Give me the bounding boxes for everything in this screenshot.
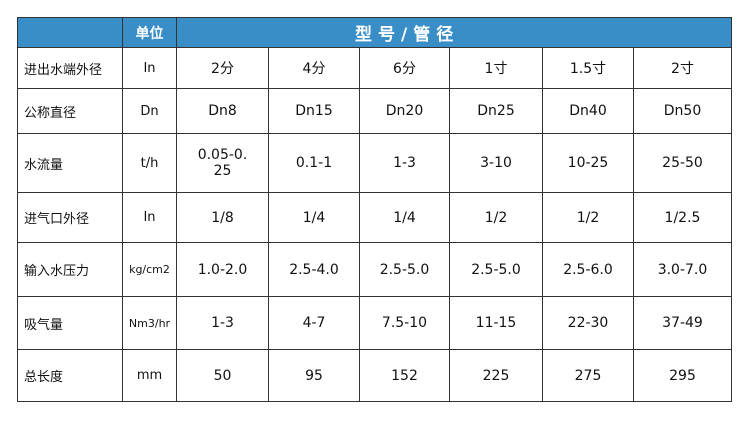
cell-value: 4分	[268, 47, 360, 89]
table-row: 总长度 mm 50 95 152 225 275 295	[17, 349, 732, 402]
cell-value: 6分	[359, 47, 450, 89]
row-label: 总长度	[17, 349, 123, 402]
table-row: 进出水端外径 In 2分 4分 6分 1寸 1.5寸 2寸	[17, 47, 732, 89]
cell-value: 25-50	[633, 133, 732, 193]
row-unit: mm	[122, 349, 177, 402]
cell-value: 11-15	[449, 296, 543, 350]
header-blank	[17, 17, 123, 48]
cell-value: 1-3	[359, 133, 450, 193]
cell-value: 1/2	[449, 192, 543, 243]
row-unit: In	[122, 192, 177, 243]
cell-value: 2.5-5.0	[449, 242, 543, 297]
cell-value: 1-3	[176, 296, 269, 350]
row-label: 水流量	[17, 133, 123, 193]
header-unit: 单位	[122, 17, 177, 48]
cell-value: 2寸	[633, 47, 732, 89]
cell-value: 3.0-7.0	[633, 242, 732, 297]
table-row: 水流量 t/h 0.05-0.25 0.1-1 1-3 3-10 10-25 25-50	[17, 133, 732, 193]
cell-value: 1/4	[359, 192, 450, 243]
cell-value: Dn40	[542, 88, 634, 134]
header-row: 单位 型号/管径	[17, 17, 732, 48]
cell-value: 1.0-2.0	[176, 242, 269, 297]
cell-value: 7.5-10	[359, 296, 450, 350]
table-row: 进气口外径 In 1/8 1/4 1/4 1/2 1/2 1/2.5	[17, 192, 732, 243]
cell-value: 275	[542, 349, 634, 402]
table-row: 吸气量 Nm3/hr 1-3 4-7 7.5-10 11-15 22-30 37-49	[17, 296, 732, 350]
cell-value: 1/2.5	[633, 192, 732, 243]
cell-value: 2.5-5.0	[359, 242, 450, 297]
row-unit: Dn	[122, 88, 177, 134]
cell-value: 1寸	[449, 47, 543, 89]
row-label: 输入水压力	[17, 242, 123, 297]
header-models: 型号/管径	[176, 17, 732, 48]
cell-value: 95	[268, 349, 360, 402]
cell-value: 10-25	[542, 133, 634, 193]
cell-value: 2.5-6.0	[542, 242, 634, 297]
cell-value: 1/8	[176, 192, 269, 243]
cell-value: Dn20	[359, 88, 450, 134]
cell-value: 295	[633, 349, 732, 402]
row-unit: In	[122, 47, 177, 89]
row-label: 吸气量	[17, 296, 123, 350]
cell-value: 4-7	[268, 296, 360, 350]
row-unit: t/h	[122, 133, 177, 193]
cell-value: Dn25	[449, 88, 543, 134]
cell-value: 2.5-4.0	[268, 242, 360, 297]
cell-value: Dn50	[633, 88, 732, 134]
cell-value: 1.5寸	[542, 47, 634, 89]
cell-value: Dn8	[176, 88, 269, 134]
row-label: 进气口外径	[17, 192, 123, 243]
cell-value: 1/2	[542, 192, 634, 243]
cell-value: 22-30	[542, 296, 634, 350]
row-unit: Nm3/hr	[122, 296, 177, 350]
cell-value: 0.1-1	[268, 133, 360, 193]
cell-value: 37-49	[633, 296, 732, 350]
spec-table: 单位 型号/管径 进出水端外径 In 2分 4分 6分 1寸 1.5寸 2寸 公称直径 Dn Dn8…	[17, 17, 732, 402]
cell-value: 1/4	[268, 192, 360, 243]
cell-value: 2分	[176, 47, 269, 89]
cell-value: 0.05-0.25	[176, 133, 269, 193]
row-label: 公称直径	[17, 88, 123, 134]
cell-value: Dn15	[268, 88, 360, 134]
cell-value: 152	[359, 349, 450, 402]
row-unit: kg/cm2	[122, 242, 177, 297]
cell-value: 3-10	[449, 133, 543, 193]
table-row: 公称直径 Dn Dn8 Dn15 Dn20 Dn25 Dn40 Dn50	[17, 88, 732, 134]
table-row: 输入水压力 kg/cm2 1.0-2.0 2.5-4.0 2.5-5.0 2.5-5.0 2…	[17, 242, 732, 297]
cell-value: 50	[176, 349, 269, 402]
cell-value: 225	[449, 349, 543, 402]
row-label: 进出水端外径	[17, 47, 123, 89]
